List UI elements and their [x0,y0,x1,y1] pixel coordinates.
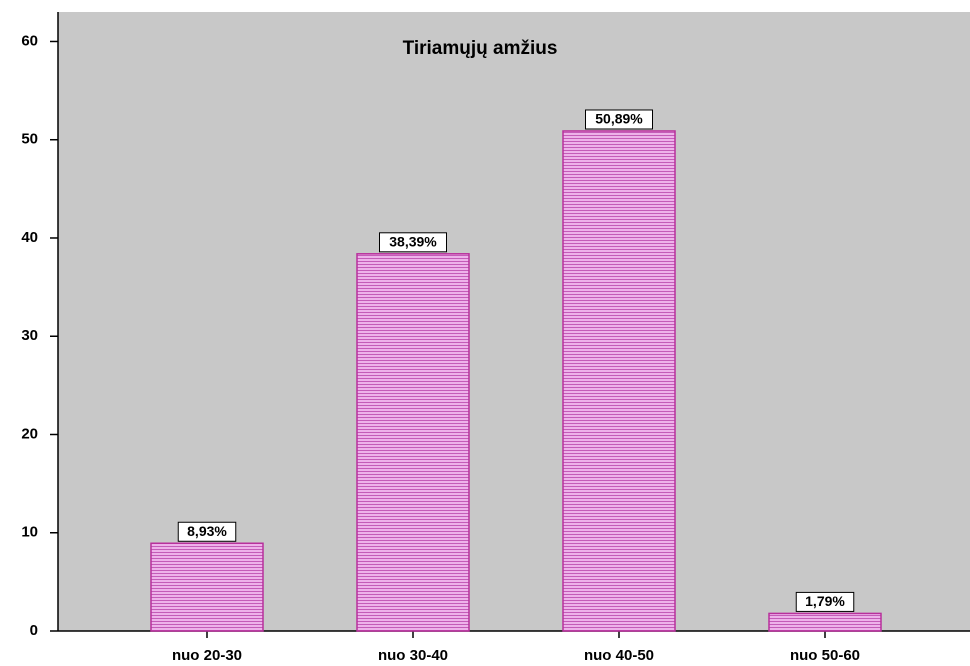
value-label-box [177,521,237,542]
value-label-box [585,109,653,130]
value-label: 8,93% [187,523,227,539]
x-tick-label: nuo 50-60 [790,647,860,664]
y-tick-label: 60 [21,32,38,49]
y-tick-label: 50 [21,131,38,148]
bar [356,253,470,632]
bar [768,612,882,632]
bar [150,542,264,632]
y-tick-label: 10 [21,524,38,541]
value-label-box [379,232,447,253]
chart-title: Tiriamųjų amžius [403,38,558,59]
x-tick-label: nuo 40-50 [584,647,654,664]
bar [562,130,676,632]
y-tick-label: 40 [21,229,38,246]
x-tick-label: nuo 30-40 [378,647,448,664]
x-tick-label: nuo 20-30 [172,647,242,664]
value-label: 38,39% [389,234,437,250]
value-label: 50,89% [595,111,643,127]
y-tick-label: 30 [21,327,38,344]
y-tick-label: 20 [21,425,38,442]
value-label: 1,79% [805,593,845,609]
y-tick-label: 0 [30,622,38,639]
value-label-box [795,591,855,612]
